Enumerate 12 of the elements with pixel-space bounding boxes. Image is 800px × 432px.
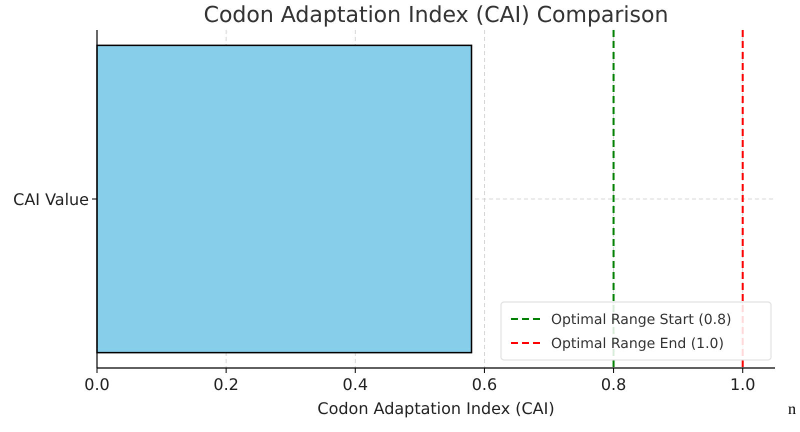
- x-tick-label: 1.0: [730, 375, 756, 394]
- x-tick-label: 0.2: [213, 375, 239, 394]
- ref-line-label: Optimal Range Start (0.8): [551, 312, 732, 328]
- x-tick-label: 0.8: [600, 375, 626, 394]
- x-tick-label: 0.6: [472, 375, 498, 394]
- x-axis-title: Codon Adaptation Index (CAI): [317, 399, 555, 418]
- text: n: [788, 401, 796, 418]
- y-tick-label: CAI Value: [13, 190, 89, 209]
- chart-title: Codon Adaptation Index (CAI) Comparison: [204, 3, 668, 28]
- ref-line-label: Optimal Range End (1.0): [551, 336, 724, 352]
- x-tick-label: 0.0: [84, 375, 110, 394]
- x-tick-label: 0.4: [342, 375, 368, 394]
